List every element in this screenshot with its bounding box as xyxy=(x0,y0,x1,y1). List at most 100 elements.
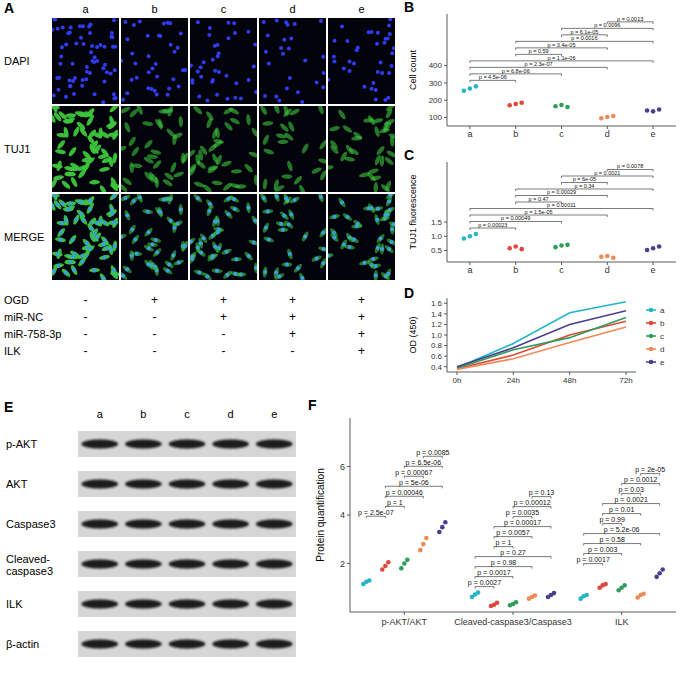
nucleus xyxy=(78,24,82,28)
blot-band xyxy=(125,480,162,489)
nucleus xyxy=(386,96,390,100)
nucleus xyxy=(215,269,219,273)
data-point xyxy=(660,567,665,572)
cells xyxy=(328,194,395,280)
data-point xyxy=(599,255,604,260)
p-value-label: p = 0.00067 xyxy=(395,469,432,477)
nucleus xyxy=(110,31,114,35)
micrograph xyxy=(52,18,119,104)
nucleus xyxy=(197,271,201,275)
nucleus xyxy=(99,219,103,223)
data-point xyxy=(519,100,524,105)
tuj1-signal xyxy=(223,209,234,220)
tuj1-signal xyxy=(262,266,268,277)
nucleus xyxy=(348,59,352,63)
nucleus xyxy=(109,248,113,252)
tuj1-signal xyxy=(74,110,86,118)
nucleus xyxy=(53,194,57,198)
nucleus xyxy=(167,262,171,266)
nucleus xyxy=(207,33,211,37)
p-value-label: p = 0.0012 xyxy=(624,476,657,484)
nucleus xyxy=(275,195,279,199)
nucleus xyxy=(274,271,278,275)
y-tick xyxy=(444,335,447,336)
tuj1-signal xyxy=(157,206,164,218)
tuj1-signal xyxy=(246,114,252,125)
p-value-label: p = 0.47 xyxy=(529,196,549,202)
nucleus xyxy=(147,70,151,74)
blot-band xyxy=(256,600,293,609)
blot-band xyxy=(212,560,249,569)
nucleus xyxy=(379,61,383,65)
nucleus xyxy=(59,55,63,59)
comparison-bracket xyxy=(470,80,516,82)
channel-label: DAPI xyxy=(4,55,30,67)
tuj1-signal xyxy=(329,213,341,220)
nucleus xyxy=(71,238,75,242)
blot-band xyxy=(81,480,118,489)
tuj1-signal xyxy=(60,179,71,190)
x-tick xyxy=(457,372,458,375)
nucleus xyxy=(135,252,139,256)
tuj1-signal xyxy=(221,160,233,168)
nucleus xyxy=(252,241,256,245)
panel-letter: D xyxy=(404,285,414,301)
p-value-label: p = 6.8e-06 xyxy=(502,68,530,74)
p-value-label: p = 0.0017 xyxy=(577,556,610,564)
micrograph xyxy=(328,194,395,280)
nucleus xyxy=(183,68,187,72)
tuj1-signal xyxy=(52,163,63,169)
tuj1-signal xyxy=(123,209,131,221)
nucleus xyxy=(319,19,323,23)
nucleus xyxy=(281,52,285,56)
nucleus xyxy=(64,218,68,222)
tuj1-signal xyxy=(67,254,78,259)
nucleus xyxy=(56,203,60,207)
nucleus xyxy=(166,21,170,25)
comparison-bracket xyxy=(603,524,622,526)
nucleus xyxy=(207,209,211,213)
tuj1-signal xyxy=(169,249,177,261)
condition-mark: - xyxy=(153,344,157,358)
nucleus xyxy=(345,39,349,43)
channel-label: TUJ1 xyxy=(4,143,30,155)
nucleus xyxy=(147,246,151,250)
tuj1-signal xyxy=(69,264,78,276)
nucleus xyxy=(384,37,388,41)
nucleus xyxy=(91,59,95,63)
comparison-bracket xyxy=(516,189,653,191)
nucleus xyxy=(388,32,392,36)
nucleus xyxy=(234,81,238,85)
nucleus xyxy=(387,199,391,203)
tuj1-signal xyxy=(63,119,74,124)
tuj1-signal xyxy=(172,222,178,233)
data-point xyxy=(386,560,391,565)
data-point xyxy=(645,108,650,113)
tuj1-signal xyxy=(317,106,325,115)
blot-band xyxy=(169,480,206,489)
tuj1-signal xyxy=(281,262,292,266)
tuj1-signal xyxy=(72,214,81,226)
column-label: e xyxy=(358,3,364,15)
blot-band xyxy=(81,440,118,449)
nucleus xyxy=(287,47,291,51)
blot-band xyxy=(169,600,206,609)
tuj1-signal xyxy=(78,214,88,225)
nucleus xyxy=(105,70,109,74)
nucleus xyxy=(254,266,257,270)
nucleus xyxy=(211,58,215,62)
nucleus xyxy=(69,201,73,205)
comparison-bracket xyxy=(603,514,641,516)
nucleus xyxy=(72,92,76,96)
plot-marks xyxy=(462,84,662,120)
panel-letter: C xyxy=(404,147,414,163)
nucleus xyxy=(252,65,256,69)
tuj1-signal xyxy=(386,237,395,246)
nucleus xyxy=(101,100,105,104)
tuj1-signal xyxy=(311,166,323,175)
nucleus xyxy=(380,247,384,251)
nucleus xyxy=(80,260,84,264)
nucleus xyxy=(213,69,217,73)
comparison-bracket xyxy=(404,476,423,478)
tuj1-signal xyxy=(85,107,96,118)
